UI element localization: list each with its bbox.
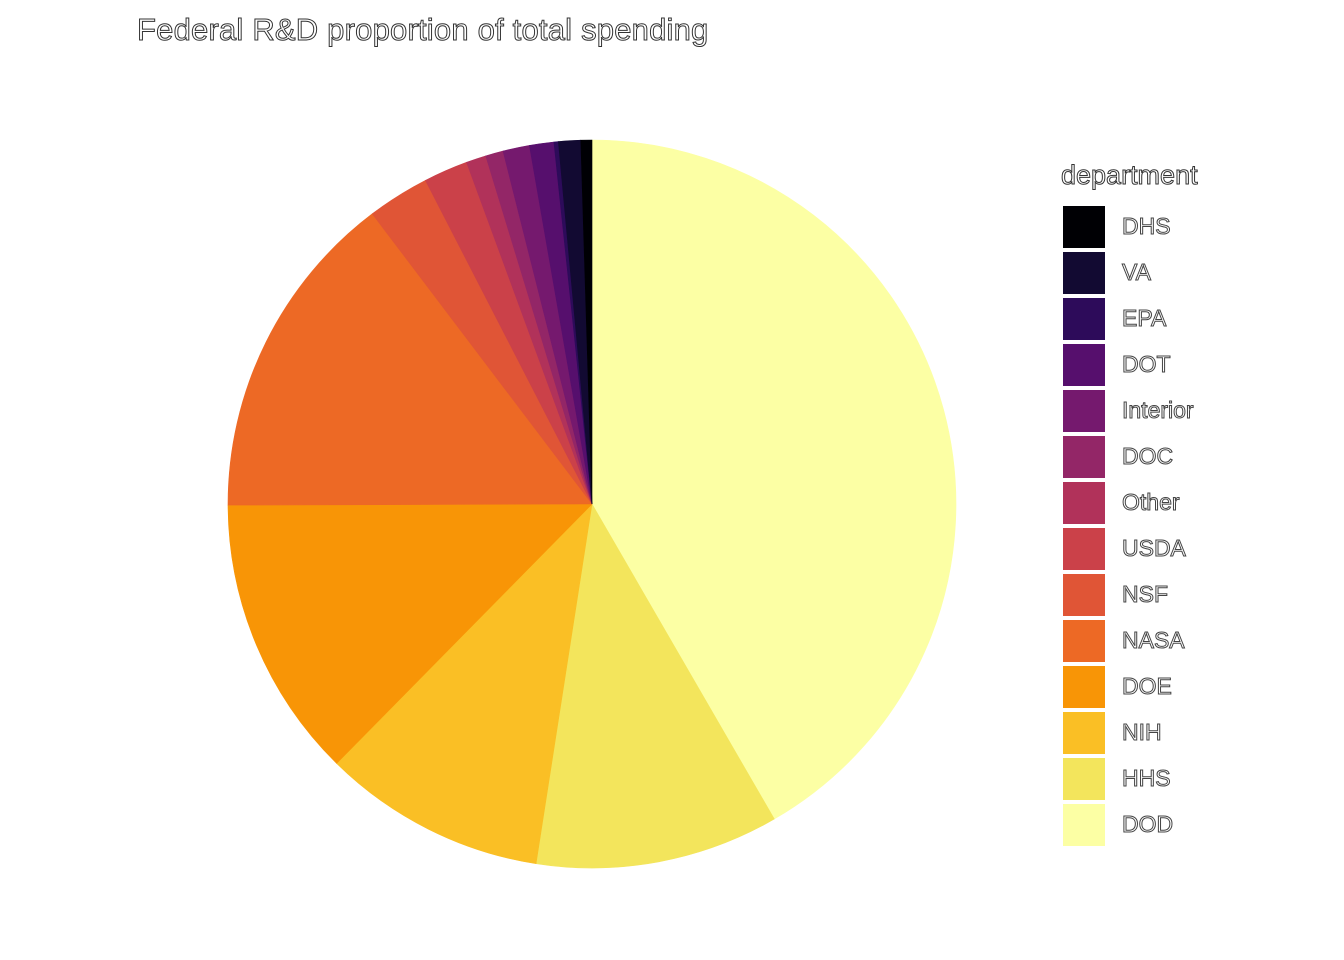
- pie-slices: [227, 139, 957, 869]
- legend-key-nsf: [1063, 574, 1105, 616]
- legend-key-usda: [1063, 528, 1105, 570]
- pie-slice-nih: [336, 503, 593, 865]
- legend-label-doc: DOC: [1121, 443, 1174, 470]
- legend-item-usda: USDA: [1061, 526, 1261, 572]
- pie-slice-dod: [591, 139, 957, 820]
- legend-label-usda: USDA: [1122, 535, 1187, 562]
- legend-item-dot: DOT: [1061, 342, 1261, 388]
- legend-label-other: Other: [1122, 489, 1181, 516]
- legend-item-hhs: HHS: [1061, 756, 1261, 802]
- legend-label-nih: NIH: [1122, 719, 1163, 746]
- legend-key-va: [1063, 252, 1105, 294]
- legend-key-nasa: [1063, 620, 1105, 662]
- legend-key-dot: [1063, 344, 1105, 386]
- legend-item-nasa: NASA: [1061, 618, 1261, 664]
- legend-key-epa: [1063, 298, 1105, 340]
- legend-label-dod: DOD: [1121, 811, 1174, 838]
- legend-key-dhs: [1063, 206, 1105, 248]
- legend-label-doe: DOE: [1122, 673, 1173, 700]
- legend-key-dod: [1063, 804, 1105, 846]
- legend-item-doe: DOE: [1061, 664, 1261, 710]
- legend-key-other: [1063, 482, 1105, 524]
- legend-key-doe: [1063, 666, 1105, 708]
- legend-label-dhs: DHS: [1122, 213, 1172, 240]
- legend-key-interior: [1063, 390, 1105, 432]
- legend-item-va: VA: [1061, 250, 1261, 296]
- legend-key-hhs: [1063, 758, 1105, 800]
- pie-slice-hhs: [535, 503, 775, 869]
- legend-label-interior: Interior: [1122, 397, 1195, 424]
- legend-item-doc: DOC: [1061, 434, 1261, 480]
- legend-item-dhs: DHS: [1061, 204, 1261, 250]
- legend-item-epa: EPA: [1061, 296, 1261, 342]
- legend-label-nsf: NSF: [1122, 581, 1169, 608]
- legend-label-nasa: NASA: [1122, 627, 1186, 654]
- legend-item-dod: DOD: [1061, 802, 1261, 848]
- legend-label-epa: EPA: [1121, 305, 1167, 332]
- legend-item-interior: Interior: [1061, 388, 1261, 434]
- legend-label-hhs: HHS: [1122, 765, 1172, 792]
- chart-title: Federal R&D proportion of total spending: [137, 12, 709, 48]
- pie-slice-doe: [227, 503, 593, 764]
- legend-item-nsf: NSF: [1061, 572, 1261, 618]
- pie-slice-dhs: [580, 139, 593, 505]
- legend-label-dot: DOT: [1122, 351, 1172, 378]
- legend-title: department: [1061, 160, 1199, 191]
- legend-item-other: Other: [1061, 480, 1261, 526]
- legend-key-doc: [1063, 436, 1105, 478]
- legend-item-nih: NIH: [1061, 710, 1261, 756]
- legend-key-nih: [1063, 712, 1105, 754]
- pie-slice-nasa: [227, 213, 593, 506]
- legend-label-va: VA: [1122, 259, 1152, 286]
